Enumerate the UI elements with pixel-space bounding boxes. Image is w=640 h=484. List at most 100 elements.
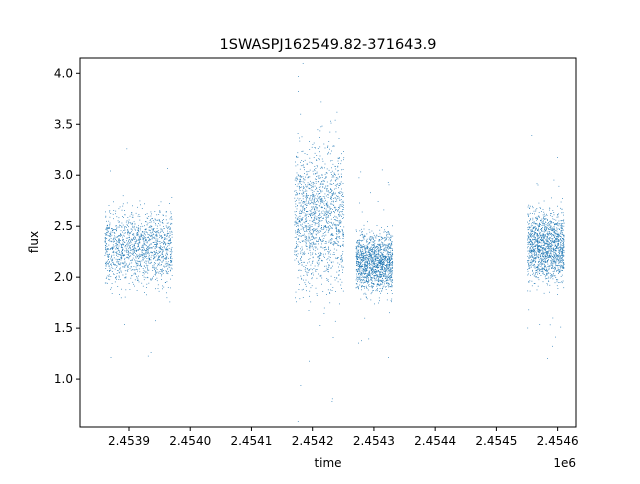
data-point bbox=[321, 206, 323, 208]
data-point bbox=[124, 227, 125, 229]
data-point bbox=[359, 258, 361, 260]
data-point bbox=[391, 258, 392, 260]
data-point bbox=[159, 247, 160, 249]
data-point bbox=[546, 273, 548, 275]
data-point bbox=[106, 232, 107, 233]
data-point bbox=[544, 258, 546, 260]
data-point bbox=[385, 244, 387, 246]
data-point bbox=[134, 251, 135, 253]
data-point bbox=[150, 278, 151, 280]
data-point bbox=[342, 207, 344, 208]
data-point bbox=[310, 268, 312, 270]
data-point bbox=[547, 230, 549, 232]
data-point bbox=[304, 179, 306, 181]
data-point bbox=[144, 248, 145, 250]
data-point bbox=[359, 265, 361, 267]
data-point bbox=[381, 236, 382, 238]
data-point bbox=[327, 289, 329, 291]
data-point bbox=[107, 270, 109, 271]
data-point bbox=[153, 238, 155, 239]
data-point bbox=[323, 201, 325, 203]
data-point bbox=[128, 245, 130, 246]
data-point bbox=[544, 259, 546, 260]
data-point bbox=[336, 177, 338, 179]
data-point bbox=[306, 211, 308, 213]
data-point bbox=[562, 251, 564, 253]
data-point bbox=[383, 273, 385, 275]
data-point bbox=[361, 273, 363, 275]
data-point bbox=[153, 265, 155, 267]
data-point bbox=[113, 257, 115, 259]
data-point bbox=[332, 193, 334, 195]
data-point bbox=[321, 200, 323, 202]
data-point bbox=[552, 271, 554, 272]
data-point bbox=[361, 280, 363, 282]
data-point bbox=[535, 266, 537, 268]
data-point bbox=[368, 249, 370, 251]
data-point bbox=[303, 240, 304, 242]
data-point bbox=[113, 241, 114, 243]
data-point bbox=[375, 247, 376, 249]
data-point bbox=[562, 245, 564, 247]
data-point bbox=[149, 235, 151, 236]
data-point bbox=[305, 243, 307, 245]
data-point bbox=[118, 276, 120, 278]
data-point bbox=[295, 194, 297, 196]
data-point bbox=[322, 207, 323, 208]
data-point bbox=[296, 180, 298, 182]
data-point bbox=[388, 232, 390, 233]
data-point bbox=[118, 242, 120, 244]
data-point bbox=[560, 266, 562, 267]
data-point bbox=[529, 268, 531, 269]
data-point bbox=[171, 236, 173, 238]
data-point bbox=[374, 275, 376, 276]
data-point bbox=[356, 263, 358, 265]
data-point bbox=[300, 176, 302, 177]
data-point bbox=[334, 179, 336, 181]
data-point bbox=[297, 245, 299, 247]
data-point bbox=[322, 210, 324, 212]
data-point bbox=[138, 268, 140, 270]
data-point bbox=[387, 275, 389, 277]
data-point bbox=[562, 259, 564, 260]
data-point bbox=[318, 225, 320, 227]
data-point bbox=[385, 259, 387, 261]
data-point bbox=[356, 261, 358, 263]
data-point bbox=[334, 241, 336, 243]
data-point bbox=[378, 260, 380, 262]
data-point bbox=[379, 273, 381, 274]
data-point bbox=[159, 224, 161, 226]
data-point bbox=[374, 266, 375, 267]
data-point bbox=[143, 242, 145, 244]
data-point bbox=[146, 252, 148, 254]
data-point bbox=[148, 229, 150, 231]
data-point bbox=[143, 276, 145, 278]
data-point bbox=[531, 229, 532, 231]
data-point bbox=[307, 203, 309, 204]
data-point bbox=[549, 232, 550, 234]
data-point bbox=[547, 246, 549, 248]
data-point bbox=[300, 161, 301, 163]
data-point bbox=[160, 245, 161, 247]
data-point bbox=[295, 230, 296, 232]
data-point bbox=[388, 251, 389, 253]
data-point bbox=[379, 265, 380, 267]
data-point bbox=[377, 243, 378, 245]
data-point bbox=[561, 250, 563, 252]
data-point bbox=[532, 273, 534, 275]
data-point bbox=[369, 271, 370, 272]
data-point bbox=[296, 250, 298, 252]
data-point bbox=[118, 238, 120, 240]
data-point bbox=[381, 238, 383, 240]
data-point bbox=[532, 256, 534, 258]
data-point bbox=[314, 197, 316, 199]
data-point bbox=[109, 270, 110, 271]
data-point bbox=[531, 255, 532, 256]
data-point bbox=[332, 224, 334, 226]
data-point bbox=[540, 220, 541, 221]
data-point bbox=[122, 248, 124, 250]
data-point bbox=[553, 254, 555, 256]
data-point bbox=[338, 192, 340, 194]
data-point bbox=[388, 256, 390, 258]
data-point bbox=[545, 251, 547, 253]
